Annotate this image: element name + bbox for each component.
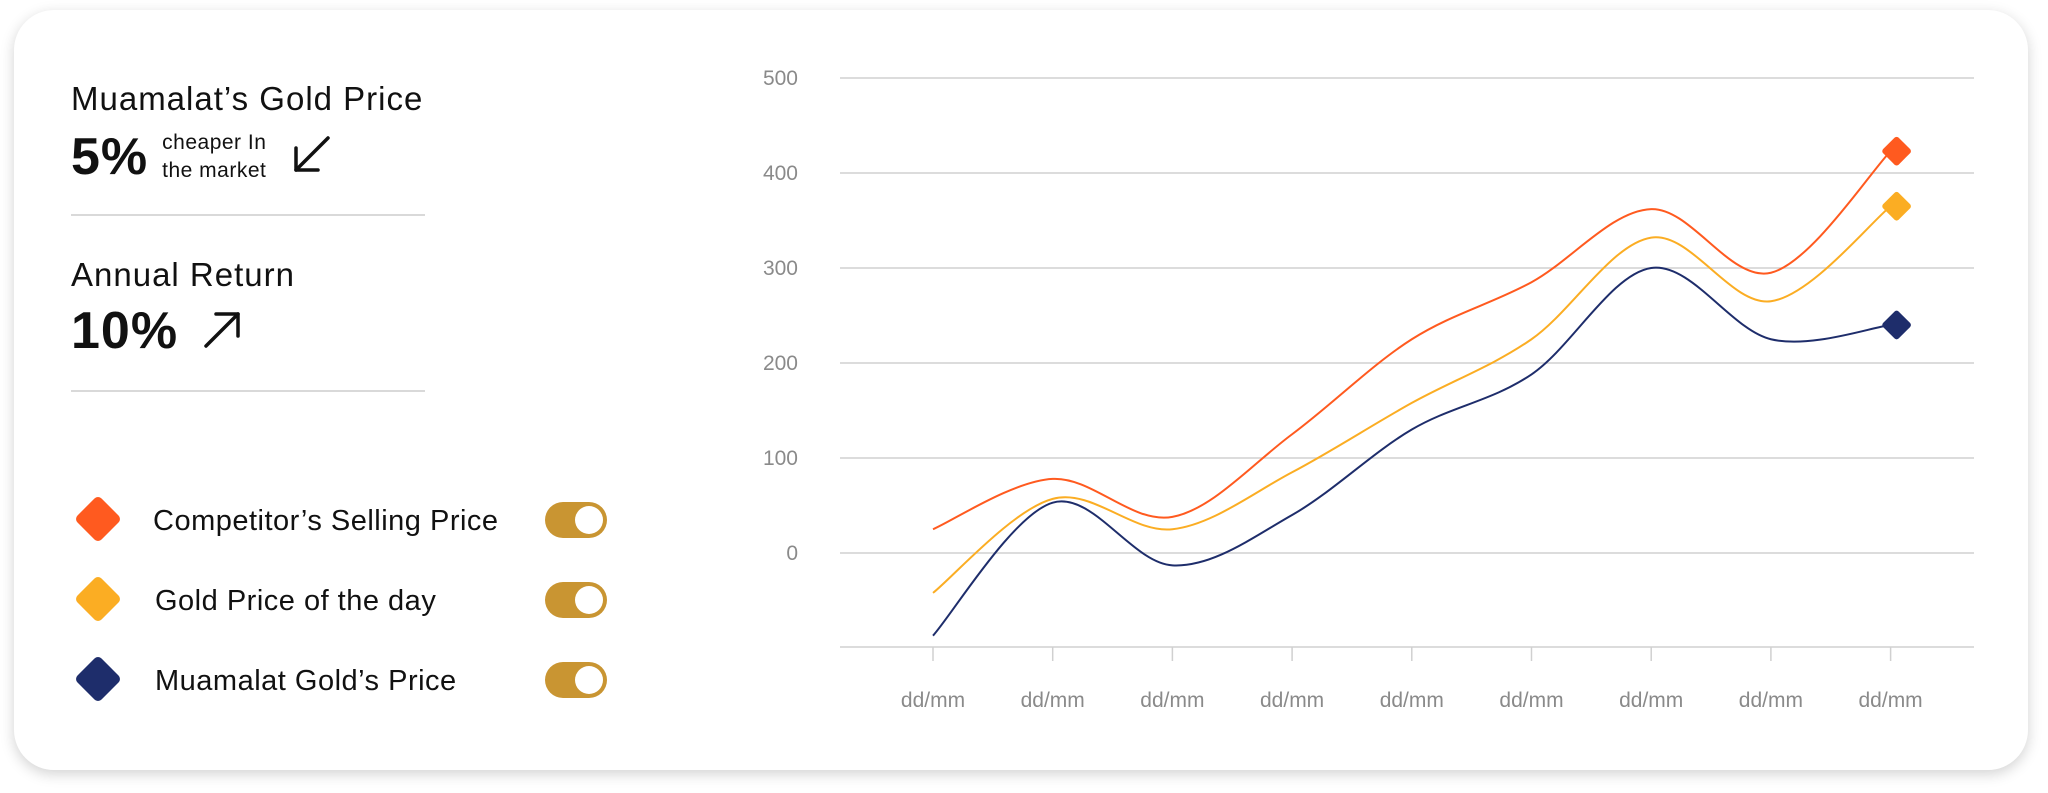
x-tick-label: dd/mm — [1499, 689, 1563, 712]
y-tick-label: 400 — [763, 162, 798, 185]
y-tick-label: 0 — [786, 542, 798, 565]
annual-return-stat: Annual Return 10% — [71, 258, 425, 357]
series-line — [932, 266, 1891, 637]
y-tick-label: 200 — [763, 352, 798, 375]
x-tick-label: dd/mm — [1619, 689, 1683, 712]
end-marker-diamond — [1882, 136, 1911, 166]
x-tick-label: dd/mm — [1380, 689, 1444, 712]
x-tick-label: dd/mm — [1140, 689, 1204, 712]
series-line — [932, 150, 1892, 531]
toggle-knob — [575, 506, 603, 534]
y-tick-label: 500 — [763, 67, 798, 90]
gold-price-value: 5% — [71, 128, 149, 186]
annual-return-title: Annual Return — [71, 256, 295, 293]
y-tick-label: 300 — [763, 257, 798, 280]
divider — [71, 214, 425, 216]
toggle-knob — [575, 666, 603, 694]
arrow-up-right-icon — [202, 308, 244, 355]
x-tick-label: dd/mm — [1859, 689, 1923, 712]
arrow-down-left-icon — [290, 134, 332, 181]
x-tick-label: dd/mm — [1739, 689, 1803, 712]
divider — [71, 390, 425, 392]
end-marker-diamond — [1882, 191, 1911, 221]
y-tick-label: 100 — [763, 447, 798, 470]
gold-price-stat: Muamalat’s Gold Price 5% cheaper In the … — [71, 82, 425, 185]
muamalat-toggle[interactable] — [545, 662, 607, 698]
legend-item-competitor: Competitor’s Selling Price — [71, 492, 611, 552]
toggle-knob — [575, 586, 603, 614]
gold-price-title: Muamalat’s Gold Price — [71, 80, 424, 117]
gold-price-note-line2: the market — [162, 159, 267, 182]
x-tick-label: dd/mm — [1260, 689, 1324, 712]
end-marker-diamond — [1882, 310, 1911, 340]
legend-item-gold-price-of-day: Gold Price of the day — [71, 572, 611, 632]
gold-price-note: cheaper In the market — [162, 129, 266, 185]
gold-price-of-day-toggle[interactable] — [545, 582, 607, 618]
legend-item-muamalat: Muamalat Gold’s Price — [71, 652, 611, 712]
gold-price-note-line1: cheaper In — [162, 131, 267, 154]
legend-label: Gold Price of the day — [155, 585, 437, 617]
x-tick-label: dd/mm — [1021, 689, 1085, 712]
legend-label: Muamalat Gold’s Price — [155, 665, 457, 697]
annual-return-value: 10% — [71, 302, 179, 360]
x-tick-label: dd/mm — [901, 689, 965, 712]
competitor-toggle[interactable] — [545, 502, 607, 538]
legend-label: Competitor’s Selling Price — [153, 505, 499, 537]
series-line — [932, 205, 1892, 594]
